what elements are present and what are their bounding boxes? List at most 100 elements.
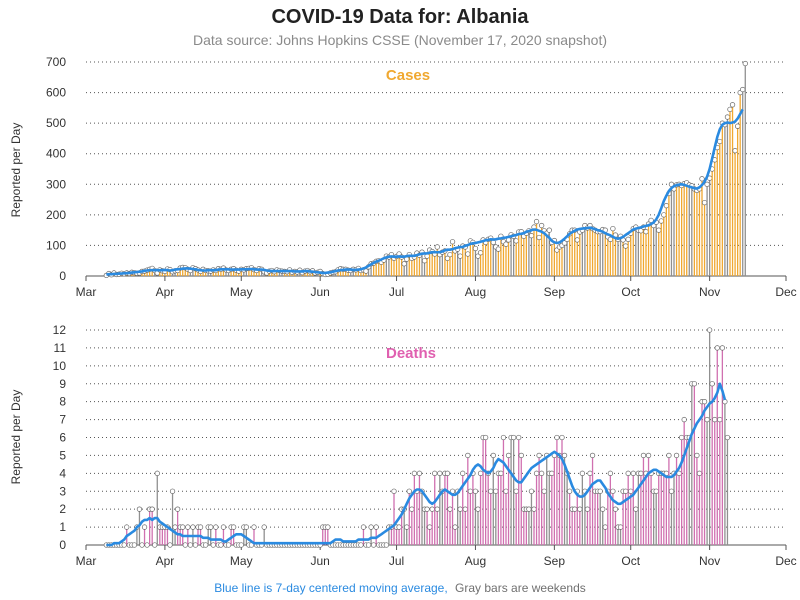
deaths-point xyxy=(498,470,504,476)
deaths-point xyxy=(190,524,196,530)
deaths-point xyxy=(124,524,130,530)
deaths-y-tick-label: 2 xyxy=(59,502,66,516)
deaths-point xyxy=(444,470,451,476)
deaths-point xyxy=(628,488,634,494)
cases-y-tick-label: 600 xyxy=(46,86,66,100)
deaths-point xyxy=(503,488,509,494)
deaths-y-tick-label: 0 xyxy=(59,538,66,552)
deaths-point xyxy=(533,470,540,476)
cases-point xyxy=(449,239,456,245)
deaths-point xyxy=(383,542,390,548)
cases-point xyxy=(465,251,471,257)
deaths-point xyxy=(144,542,150,548)
deaths-point xyxy=(717,416,723,423)
deaths-point xyxy=(681,416,687,423)
chart-subtitle: Data source: Johns Hopkins CSSE (Novembe… xyxy=(193,32,607,48)
deaths-point xyxy=(169,488,176,494)
deaths-point xyxy=(612,506,619,512)
deaths-point xyxy=(505,452,512,459)
deaths-x-tick-label: Oct xyxy=(621,554,640,568)
deaths-y-tick-label: 4 xyxy=(59,466,66,480)
cases-point xyxy=(699,176,705,182)
footnote-weekends: Gray bars are weekends xyxy=(455,581,586,595)
deaths-point xyxy=(434,506,440,512)
cases-point xyxy=(742,60,748,67)
deaths-point xyxy=(457,506,463,512)
cases-point xyxy=(421,258,428,264)
deaths-x-tick-label: May xyxy=(230,554,253,568)
deaths-point xyxy=(673,452,680,459)
cases-point xyxy=(528,232,535,239)
deaths-point xyxy=(579,470,586,476)
cases-point xyxy=(732,148,738,154)
cases-point xyxy=(363,268,369,274)
deaths-point xyxy=(554,434,560,441)
deaths-point xyxy=(139,542,145,548)
footnote: Blue line is 7-day centered moving avera… xyxy=(214,581,586,595)
deaths-point xyxy=(210,542,216,548)
deaths-point xyxy=(490,452,496,459)
deaths-point xyxy=(154,470,160,476)
deaths-point xyxy=(516,434,522,441)
deaths-point xyxy=(141,524,148,530)
deaths-point xyxy=(197,524,204,530)
cases-x-tick-label: Nov xyxy=(699,285,720,299)
deaths-moving-average-line xyxy=(106,382,727,547)
deaths-x-tick-label: Sep xyxy=(544,554,566,568)
cases-point xyxy=(701,199,708,206)
deaths-point xyxy=(411,470,418,476)
cases-panel: Reported per Day Cases 0 100 200 300 400 500 6… xyxy=(9,55,797,299)
cases-point xyxy=(740,86,746,93)
deaths-point xyxy=(500,434,507,441)
chart-title: COVID-19 Data for: Albania xyxy=(271,6,529,28)
cases-point xyxy=(656,227,662,233)
deaths-y-tick-label: 10 xyxy=(53,359,67,373)
cases-point xyxy=(622,243,629,249)
deaths-point xyxy=(488,488,494,494)
cases-point xyxy=(643,229,649,235)
deaths-point xyxy=(243,524,250,530)
cases-point xyxy=(734,123,741,129)
deaths-point xyxy=(416,470,423,476)
deaths-point xyxy=(424,506,430,512)
deaths-point xyxy=(437,470,443,476)
cases-x-tick-label: May xyxy=(230,285,253,299)
cases-point xyxy=(472,245,479,252)
cases-point xyxy=(661,212,667,218)
deaths-point xyxy=(121,542,127,548)
deaths-panel-title: Deaths xyxy=(386,345,436,362)
deaths-point xyxy=(638,470,644,476)
cases-point xyxy=(495,246,502,252)
cases-x-tick-label: Mar xyxy=(76,285,97,299)
deaths-point xyxy=(325,524,331,530)
footnote-moving-average: Blue line is 7-day centered moving avera… xyxy=(214,581,447,595)
deaths-point xyxy=(600,506,606,512)
cases-point xyxy=(536,234,542,241)
deaths-point xyxy=(666,452,672,459)
deaths-x-tick-label: Nov xyxy=(699,554,720,568)
deaths-point xyxy=(182,542,188,548)
deaths-point xyxy=(213,524,219,530)
cases-panel-title: Cases xyxy=(386,67,430,84)
deaths-x-tick-label: Apr xyxy=(156,554,175,568)
deaths-y-tick-label: 8 xyxy=(59,395,66,409)
cases-point xyxy=(658,218,664,224)
deaths-x-tick-label: Mar xyxy=(76,554,97,568)
deaths-point xyxy=(653,488,659,494)
deaths-point xyxy=(409,506,415,512)
deaths-point xyxy=(696,470,703,476)
deaths-point xyxy=(633,506,639,512)
deaths-point xyxy=(584,506,591,512)
deaths-point xyxy=(518,452,524,459)
deaths-x-tick-label: Jul xyxy=(389,554,404,568)
cases-point xyxy=(538,222,545,229)
deaths-point xyxy=(406,488,412,494)
deaths-point xyxy=(131,542,138,548)
deaths-y-tick-label: 6 xyxy=(59,431,66,445)
deaths-point xyxy=(587,470,593,476)
deaths-point xyxy=(610,488,616,494)
deaths-point xyxy=(589,452,596,459)
deaths-point xyxy=(225,542,232,548)
deaths-point xyxy=(526,506,532,512)
deaths-point xyxy=(528,488,535,494)
